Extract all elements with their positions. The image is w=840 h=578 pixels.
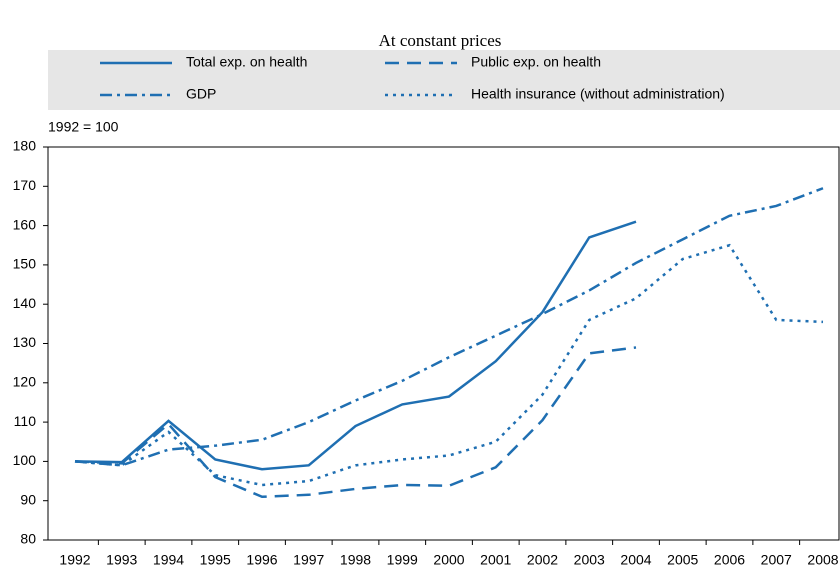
- y-tick-label: 130: [13, 334, 37, 350]
- x-tick-label: 2003: [574, 552, 605, 568]
- y-axis-label: 1992 = 100: [48, 119, 119, 135]
- x-tick-label: 2002: [527, 552, 558, 568]
- x-tick-label: 1999: [387, 552, 418, 568]
- x-tick-label: 2006: [714, 552, 745, 568]
- plot-frame: [47, 146, 840, 541]
- series-line: [74, 346, 637, 499]
- y-tick-label: 180: [13, 138, 37, 154]
- x-tick-label: 2004: [620, 552, 651, 568]
- series-line: [74, 243, 824, 487]
- y-tick-label: 100: [13, 452, 37, 468]
- legend-label: Public exp. on health: [471, 54, 601, 70]
- x-tick-label: 2000: [433, 552, 464, 568]
- series-line: [74, 220, 637, 471]
- x-tick-label: 2007: [761, 552, 792, 568]
- x-tick-label: 1995: [200, 552, 231, 568]
- series-line: [74, 187, 824, 467]
- legend-label: GDP: [186, 86, 216, 102]
- y-tick-label: 110: [14, 413, 37, 429]
- legend-label: Health insurance (without administration…: [471, 86, 725, 102]
- y-tick-label: 150: [13, 256, 37, 272]
- legend-label: Total exp. on health: [186, 54, 307, 70]
- x-tick-label: 2005: [667, 552, 698, 568]
- y-tick-label: 80: [20, 531, 36, 547]
- x-tick-label: 2001: [480, 552, 511, 568]
- x-tick-label: 1992: [59, 552, 90, 568]
- x-tick-label: 2008: [807, 552, 838, 568]
- y-tick-label: 170: [13, 177, 37, 193]
- y-tick-label: 120: [13, 374, 37, 390]
- legend-box: [48, 50, 840, 110]
- y-tick-label: 140: [13, 295, 37, 311]
- x-tick-label: 1996: [246, 552, 277, 568]
- x-tick-label: 1998: [340, 552, 371, 568]
- x-tick-label: 1994: [153, 552, 184, 568]
- x-tick-label: 1993: [106, 552, 137, 568]
- x-tick-label: 1997: [293, 552, 324, 568]
- y-tick-label: 160: [13, 216, 37, 232]
- chart-title: At constant prices: [379, 31, 502, 50]
- y-tick-label: 90: [20, 491, 36, 507]
